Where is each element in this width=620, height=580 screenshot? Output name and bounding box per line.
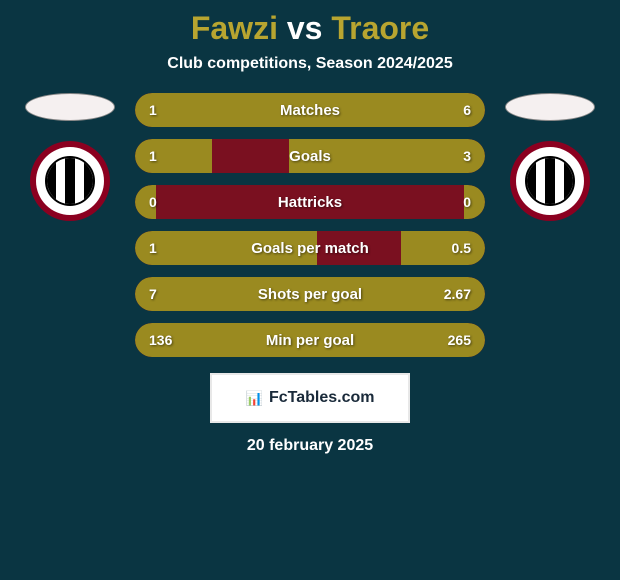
stat-value-left: 7	[149, 286, 157, 302]
player2-column	[500, 93, 600, 221]
stat-row: 0 Hattricks 0	[135, 185, 485, 219]
stat-row: 1 Matches 6	[135, 93, 485, 127]
stat-value-right: 0	[463, 194, 471, 210]
player1-column	[20, 93, 120, 221]
bar-left	[135, 93, 198, 127]
club-inner	[36, 147, 104, 215]
stat-value-left: 1	[149, 102, 157, 118]
footer-logo-text: FcTables.com	[269, 389, 375, 407]
vs-text: vs	[287, 10, 323, 46]
footer-logo[interactable]: 📊 FcTables.com	[210, 373, 410, 423]
stat-value-left: 1	[149, 240, 157, 256]
stat-label: Hattricks	[278, 194, 342, 211]
stat-label: Shots per goal	[258, 286, 362, 303]
footer-date: 20 february 2025	[0, 437, 620, 455]
stat-value-left: 1	[149, 148, 157, 164]
comparison-widget: Fawzi vs Traore Club competitions, Seaso…	[0, 0, 620, 580]
player2-club-badge	[510, 141, 590, 221]
bar-right	[198, 93, 485, 127]
stats-column: 1 Matches 6 1 Goals 3 0 Hattricks 0 1 Goals per ma…	[135, 93, 485, 357]
club-inner	[516, 147, 584, 215]
stat-row: 7 Shots per goal 2.67	[135, 277, 485, 311]
player2-name: Traore	[331, 10, 429, 46]
bar-right	[401, 231, 485, 265]
stat-label: Min per goal	[266, 332, 354, 349]
player1-name: Fawzi	[191, 10, 278, 46]
stat-row: 136 Min per goal 265	[135, 323, 485, 357]
stat-value-right: 0.5	[452, 240, 471, 256]
player2-avatar	[505, 93, 595, 121]
player1-avatar	[25, 93, 115, 121]
stat-row: 1 Goals per match 0.5	[135, 231, 485, 265]
stat-value-left: 0	[149, 194, 157, 210]
subtitle: Club competitions, Season 2024/2025	[0, 55, 620, 73]
stat-value-left: 136	[149, 332, 172, 348]
content-row: 1 Matches 6 1 Goals 3 0 Hattricks 0 1 Goals per ma…	[0, 93, 620, 357]
stat-label: Goals	[289, 148, 331, 165]
stat-label: Matches	[280, 102, 340, 119]
stat-row: 1 Goals 3	[135, 139, 485, 173]
stat-value-right: 2.67	[444, 286, 471, 302]
chart-icon: 📊	[246, 390, 263, 407]
player1-club-badge	[30, 141, 110, 221]
comparison-title: Fawzi vs Traore	[0, 10, 620, 47]
club-stripes-icon	[45, 156, 95, 206]
stat-value-right: 265	[448, 332, 471, 348]
stat-label: Goals per match	[251, 240, 369, 257]
bar-left	[135, 139, 212, 173]
club-stripes-icon	[525, 156, 575, 206]
stat-value-right: 6	[463, 102, 471, 118]
stat-value-right: 3	[463, 148, 471, 164]
